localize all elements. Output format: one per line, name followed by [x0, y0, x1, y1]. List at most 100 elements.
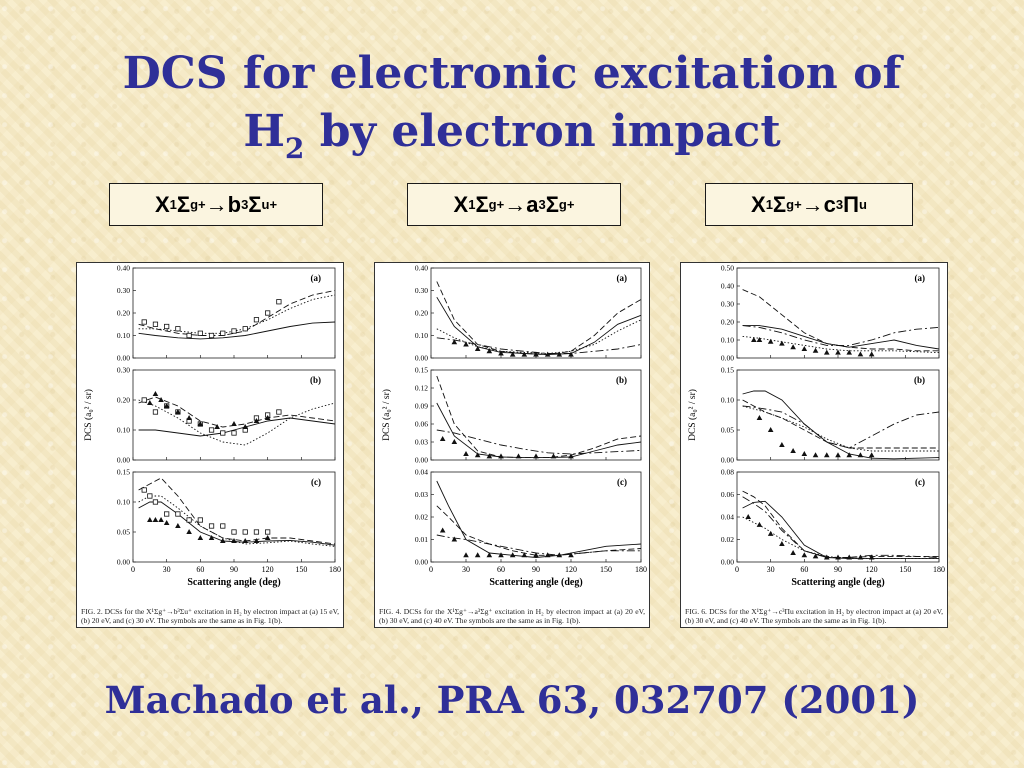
x-tick-label: 0	[131, 565, 135, 574]
multiplicity: 1	[169, 197, 177, 212]
parity: g	[190, 197, 199, 212]
marker-triangle	[767, 338, 774, 344]
parity: g	[558, 197, 567, 212]
symmetry: Σ	[475, 191, 489, 217]
arrow: →	[205, 191, 228, 217]
marker-triangle	[498, 552, 504, 558]
marker-square	[164, 323, 170, 330]
marker-triangle	[801, 451, 808, 456]
multiplicity: 1	[765, 197, 773, 212]
y-tick-label: 0.10	[117, 426, 130, 435]
x-axis-label: Scattering angle (deg)	[187, 577, 280, 588]
state-x: X	[453, 191, 469, 217]
symmetry: Π	[843, 191, 860, 217]
marker-triangle	[801, 552, 808, 558]
marker-triangle	[857, 452, 864, 458]
marker-square	[276, 409, 282, 415]
parity: g	[786, 197, 795, 212]
multiplicity: 3	[241, 197, 249, 212]
marker-square	[265, 310, 271, 316]
marker-triangle	[515, 453, 522, 459]
marker-square	[152, 409, 159, 415]
panel-b: 0.00 0.03 0.06 0.09 0.12 0.15 (b)	[415, 366, 642, 465]
series-line-dashed	[742, 490, 939, 558]
marker-triangle	[486, 552, 493, 558]
citation: Machado et al., PRA 63, 032707 (2001)	[104, 678, 920, 722]
marker-triangle	[498, 350, 504, 356]
marker-triangle	[231, 538, 237, 543]
series-line-solid	[138, 321, 336, 340]
marker-square	[242, 326, 248, 332]
y-tick-label: 0.40	[415, 264, 428, 273]
marker-triangle	[253, 418, 260, 423]
marker-triangle	[812, 452, 819, 458]
x-tick-label: 60	[196, 565, 204, 574]
state-x: X	[751, 191, 766, 217]
marker-triangle	[779, 541, 785, 546]
x-tick-label: 30	[462, 565, 470, 574]
marker-square	[220, 523, 226, 529]
title-rest: by electron impact	[304, 106, 781, 157]
marker-triangle	[474, 552, 481, 558]
symmetry: Σ	[248, 191, 262, 217]
marker-triangle	[521, 351, 528, 357]
series-line-dashdot	[742, 325, 940, 346]
marker-triangle	[463, 341, 469, 347]
panel-frame	[132, 471, 336, 563]
marker-triangle	[163, 520, 170, 525]
marker-triangle	[451, 339, 458, 345]
reflection: +	[269, 197, 278, 212]
x-tick-label: 90	[230, 565, 238, 574]
symmetry: Σ	[176, 191, 191, 217]
marker-square	[253, 529, 260, 535]
y-tick-label: 0.30	[117, 366, 130, 375]
y-tick-label: 0.10	[117, 331, 130, 340]
y-tick-label: 0.00	[415, 456, 428, 465]
series-line-dashed	[436, 505, 642, 556]
y-tick-label: 0.02	[415, 513, 428, 522]
x-tick-label: 60	[497, 565, 505, 574]
marker-square	[186, 332, 192, 339]
reflection: +	[566, 197, 575, 212]
x-tick-label: 150	[600, 565, 612, 574]
reflection: +	[496, 197, 505, 212]
y-tick-label: 0.30	[117, 286, 130, 295]
y-tick-label: 0.30	[415, 286, 428, 295]
marker-triangle	[474, 452, 481, 458]
panel-label: (a)	[617, 273, 628, 283]
figure-2-plot: 0.00 0.10 0.20 0.30 0.40 (a) 0.00 0.10 0.20 0.30 (…	[83, 264, 341, 589]
figure-6-plot: 0.000.100.200.300.400.50(a)0.000.050.100…	[687, 264, 945, 589]
marker-square	[253, 317, 260, 323]
y-tick-label: 0.15	[415, 366, 428, 375]
y-tick-label: 0.20	[117, 396, 130, 405]
figure-4-plot: 0.000.100.200.300.40(a)0.000.030.060.090…	[381, 264, 647, 589]
parity: u	[859, 197, 867, 212]
marker-triangle	[756, 337, 763, 342]
marker-triangle	[242, 538, 249, 543]
y-tick-label: 0.04	[415, 468, 428, 477]
marker-triangle	[790, 448, 796, 453]
marker-triangle	[451, 536, 458, 542]
panel-frame	[430, 471, 642, 563]
panel-label: (c)	[915, 477, 925, 487]
panel-label: (b)	[616, 375, 627, 385]
marker-triangle	[486, 453, 493, 459]
series-line-dotted	[742, 516, 939, 560]
marker-square	[220, 330, 226, 336]
y-tick-label: 0.02	[721, 535, 734, 544]
y-tick-label: 0.04	[721, 513, 734, 522]
marker-triangle	[779, 442, 785, 447]
y-tick-label: 0.06	[415, 420, 428, 429]
y-tick-label: 0.10	[117, 498, 130, 507]
panel-c: 0.00 0.01 0.02 0.03 0.04 (c) 0 30 60 90 120 150 180 S…	[415, 468, 647, 589]
y-tick-label: 0.20	[117, 309, 130, 318]
marker-triangle	[214, 424, 220, 429]
marker-triangle	[509, 552, 516, 558]
marker-triangle	[463, 451, 469, 456]
state-x: X	[154, 191, 170, 217]
marker-triangle	[158, 397, 164, 402]
panel-c: 0.00 0.02 0.04 0.06 0.08 (c) 0 30 60 90 120 150 180 S…	[721, 468, 945, 589]
y-tick-label: 0.15	[117, 468, 130, 477]
marker-square	[141, 487, 147, 493]
